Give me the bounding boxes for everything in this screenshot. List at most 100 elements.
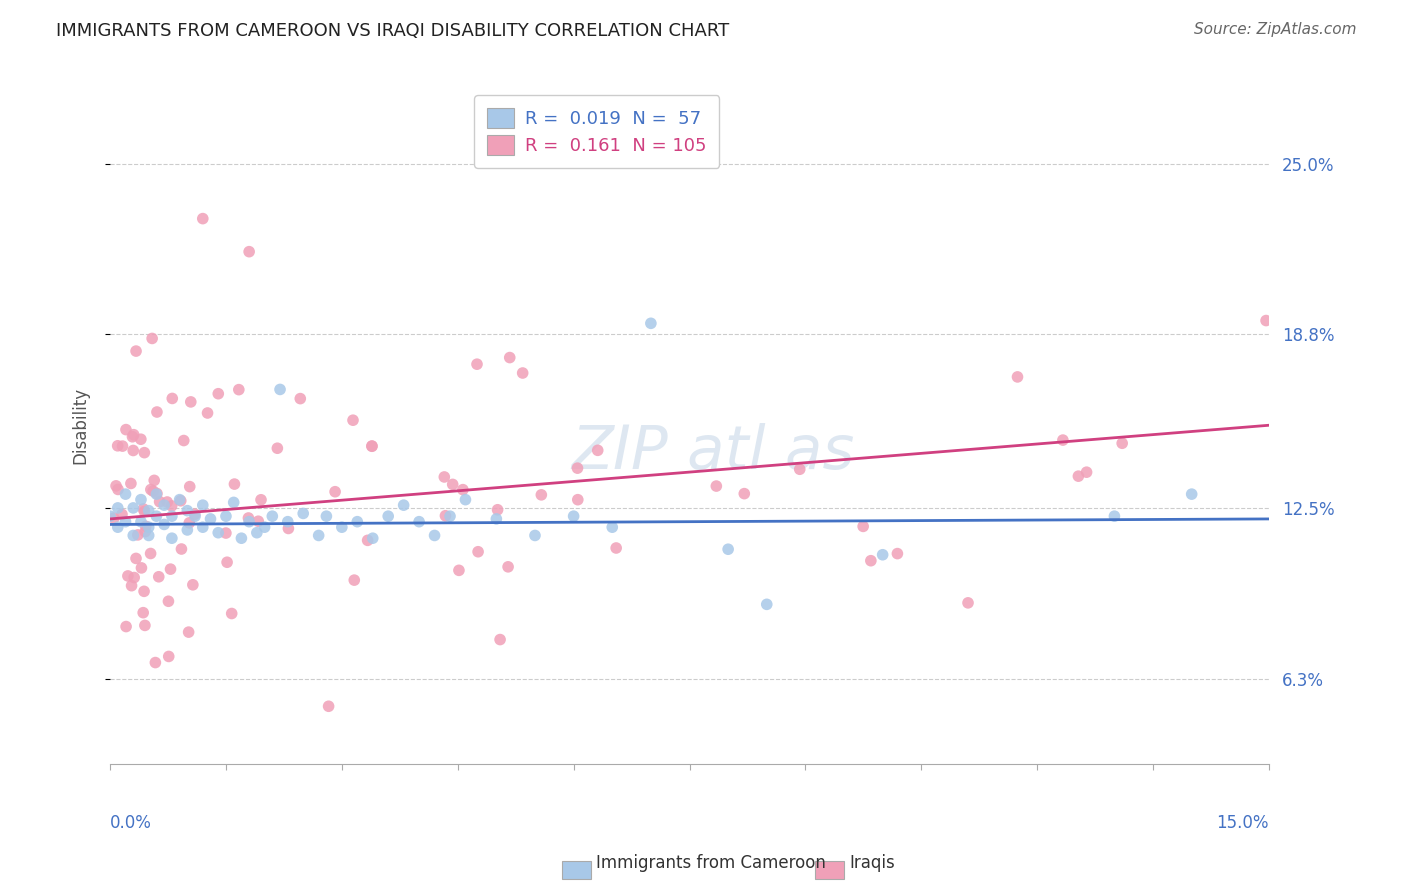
Point — [238, 515, 260, 529]
Point — [176, 503, 198, 517]
Point — [1076, 465, 1098, 479]
Point — [499, 351, 522, 365]
Point — [361, 439, 384, 453]
Point — [755, 598, 778, 612]
Point — [486, 502, 509, 516]
Point — [103, 511, 125, 525]
Point — [134, 504, 156, 518]
Point — [886, 547, 908, 561]
Point — [153, 517, 176, 532]
Point — [567, 461, 589, 475]
Point — [524, 528, 547, 542]
Point — [228, 383, 250, 397]
Point — [179, 480, 201, 494]
Text: 15.0%: 15.0% — [1216, 814, 1270, 831]
Point — [173, 434, 195, 448]
Point — [107, 520, 129, 534]
Point — [221, 607, 243, 621]
Point — [222, 495, 245, 509]
Point — [342, 413, 364, 427]
Point — [207, 525, 229, 540]
Point — [162, 392, 184, 406]
Point — [266, 442, 288, 456]
Point — [122, 500, 145, 515]
Point — [191, 211, 214, 226]
Point — [148, 570, 170, 584]
Point — [789, 462, 811, 476]
Point — [134, 524, 156, 539]
Point — [111, 508, 134, 522]
Point — [246, 525, 269, 540]
Point — [179, 516, 201, 530]
Point — [111, 439, 134, 453]
Point — [131, 561, 153, 575]
Point — [191, 498, 214, 512]
Point — [441, 477, 464, 491]
Point — [121, 430, 143, 444]
Point — [125, 551, 148, 566]
Point — [153, 498, 176, 512]
Point — [139, 547, 162, 561]
Point — [139, 483, 162, 497]
Point — [146, 486, 169, 500]
Point — [160, 499, 183, 513]
Point — [277, 515, 299, 529]
Point — [125, 344, 148, 359]
Point — [146, 405, 169, 419]
Y-axis label: Disability: Disability — [72, 387, 89, 464]
Point — [872, 548, 894, 562]
Point — [134, 445, 156, 459]
Point — [1181, 487, 1204, 501]
Point — [253, 520, 276, 534]
Point — [197, 406, 219, 420]
Point — [132, 584, 155, 599]
Point — [454, 492, 477, 507]
Point — [292, 507, 315, 521]
Point — [105, 479, 128, 493]
Point — [200, 512, 222, 526]
Point — [180, 395, 202, 409]
Point — [122, 427, 145, 442]
Point — [434, 508, 457, 523]
Point — [247, 514, 270, 528]
Point — [308, 528, 330, 542]
Point — [129, 515, 152, 529]
Point — [184, 509, 207, 524]
Text: 0.0%: 0.0% — [110, 814, 152, 831]
Point — [640, 316, 662, 330]
Point — [129, 432, 152, 446]
Point — [122, 528, 145, 542]
Point — [392, 498, 415, 512]
Point — [269, 383, 291, 397]
Point — [433, 470, 456, 484]
Point — [1254, 313, 1277, 327]
Text: IMMIGRANTS FROM CAMEROON VS IRAQI DISABILITY CORRELATION CHART: IMMIGRANTS FROM CAMEROON VS IRAQI DISABI… — [56, 22, 730, 40]
Point — [169, 492, 191, 507]
Point — [465, 357, 488, 371]
Point — [217, 555, 239, 569]
Point — [135, 519, 157, 533]
Point — [145, 487, 167, 501]
Point — [330, 520, 353, 534]
Text: Iraqis: Iraqis — [849, 855, 896, 872]
Point — [98, 509, 121, 524]
Point — [117, 569, 139, 583]
Point — [127, 528, 149, 542]
Point — [586, 443, 609, 458]
Point — [238, 244, 260, 259]
Point — [956, 596, 979, 610]
Point — [323, 484, 346, 499]
Point — [134, 618, 156, 632]
Point — [156, 495, 179, 509]
Point — [250, 492, 273, 507]
Text: Source: ZipAtlas.com: Source: ZipAtlas.com — [1194, 22, 1357, 37]
Point — [262, 509, 284, 524]
Point — [377, 509, 399, 524]
Text: ZIP atl as: ZIP atl as — [571, 423, 855, 482]
Point — [115, 619, 138, 633]
Point — [107, 500, 129, 515]
Point — [231, 531, 253, 545]
Point — [143, 474, 166, 488]
Point — [142, 484, 165, 499]
Point — [717, 542, 740, 557]
